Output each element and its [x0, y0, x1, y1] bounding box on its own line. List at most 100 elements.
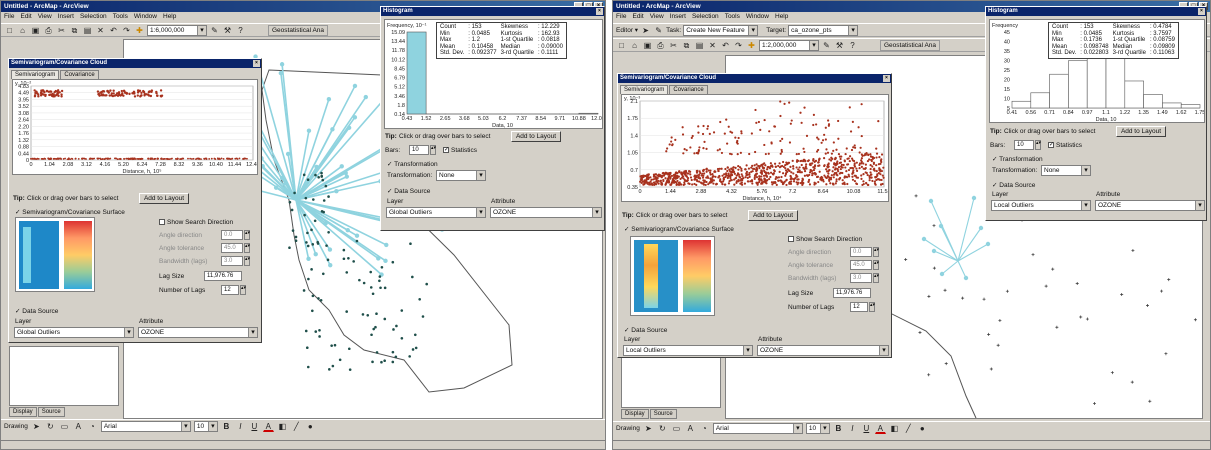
menu-selection[interactable]: Selection	[79, 13, 107, 20]
line-color-icon[interactable]: ╱	[293, 421, 299, 431]
fill-color-icon[interactable]: ◧	[278, 421, 287, 431]
editor-menu[interactable]: Editor ▾	[616, 27, 639, 34]
bandwidth-spinner[interactable]: ▴▾	[873, 273, 879, 283]
layer-combo[interactable]: Global Outliers	[14, 327, 134, 338]
bandwidth-field[interactable]: 3.0	[850, 273, 872, 283]
new-icon[interactable]: □	[619, 40, 624, 50]
tab-source[interactable]: Source	[649, 409, 677, 419]
redo-icon[interactable]: ↷	[735, 40, 742, 50]
tab-source[interactable]: Source	[37, 407, 65, 417]
menu-window[interactable]: Window	[133, 13, 157, 20]
menu-selection[interactable]: Selection	[691, 13, 719, 20]
surface-toggle[interactable]: ✓ Semivariogram/Covariance Surface	[15, 209, 125, 216]
italic-button[interactable]: I	[851, 423, 854, 433]
delete-icon[interactable]: ✕	[709, 40, 716, 50]
callout-icon[interactable]: ◔	[89, 421, 95, 431]
undo-icon[interactable]: ↶	[722, 40, 729, 50]
close-icon[interactable]: ×	[596, 8, 603, 15]
add-to-layout-button[interactable]: Add to Layout	[1116, 126, 1166, 137]
text-icon[interactable]: A	[75, 421, 82, 431]
angle-tolerance-field[interactable]: 45.0	[221, 243, 243, 253]
rectangle-icon[interactable]: ▭	[672, 423, 681, 433]
layer-combo[interactable]: Local Outliers	[991, 200, 1091, 211]
number-of-lags-field[interactable]: 12	[221, 285, 239, 295]
drawing-menu[interactable]: Drawing	[616, 424, 640, 432]
add-to-layout-button[interactable]: Add to Layout	[511, 131, 561, 142]
target-combo[interactable]: ca_ozone_pts	[788, 24, 859, 36]
layer-combo[interactable]: Global Outliers	[386, 207, 486, 218]
add-data-icon[interactable]: ✚	[136, 25, 143, 35]
marker-color-icon[interactable]: ●	[919, 423, 925, 433]
paste-icon[interactable]: ▤	[83, 25, 92, 35]
open-icon[interactable]: ⌂	[632, 40, 637, 50]
bars-field[interactable]: 10	[1014, 140, 1034, 150]
redo-icon[interactable]: ↷	[123, 25, 130, 35]
attribute-combo[interactable]: OZONE	[490, 207, 602, 218]
menu-insert[interactable]: Insert	[57, 13, 74, 20]
whats-this-icon[interactable]: ?	[850, 40, 855, 50]
angle-direction-spinner[interactable]: ▴▾	[873, 247, 879, 257]
text-icon[interactable]: A	[687, 423, 694, 433]
delete-icon[interactable]: ✕	[97, 25, 104, 35]
font-color-icon[interactable]: A	[874, 423, 886, 434]
angle-direction-field[interactable]: 0.0	[221, 230, 243, 240]
number-of-lags-spinner[interactable]: ▴▾	[240, 285, 246, 295]
number-of-lags-field[interactable]: 12	[850, 302, 868, 312]
bandwidth-spinner[interactable]: ▴▾	[244, 256, 250, 266]
underline-button[interactable]: U	[251, 421, 258, 431]
attribute-combo[interactable]: OZONE	[138, 327, 258, 338]
editor-toolbar-icon[interactable]: ✎	[823, 40, 830, 50]
line-color-icon[interactable]: ╱	[905, 423, 911, 433]
tab-covariance[interactable]: Covariance	[60, 70, 99, 79]
bars-spinner[interactable]: ▴▾	[1035, 140, 1041, 150]
bars-field[interactable]: 10	[409, 145, 429, 155]
transformation-combo[interactable]: None	[1041, 165, 1091, 176]
close-icon[interactable]: ×	[1198, 8, 1205, 15]
marker-color-icon[interactable]: ●	[307, 421, 313, 431]
menu-help[interactable]: Help	[163, 13, 177, 20]
menu-tools[interactable]: Tools	[112, 13, 128, 20]
histogram-plot[interactable]: Frequency 45 40 35 30 25 20 15 10 5 0.41 0.56 0.71 0.…	[989, 19, 1205, 123]
print-icon[interactable]: ⎙	[45, 25, 52, 35]
font-color-icon[interactable]: A	[262, 421, 274, 432]
menu-edit[interactable]: Edit	[632, 13, 644, 20]
lag-size-field[interactable]: 11,976.76	[833, 288, 871, 298]
cut-icon[interactable]: ✂	[670, 40, 677, 50]
close-icon[interactable]: ×	[883, 75, 890, 82]
arctoolbox-icon[interactable]: ⚒	[223, 25, 232, 35]
layer-combo[interactable]: Local Outliers	[623, 345, 753, 356]
bandwidth-field[interactable]: 3.0	[221, 256, 243, 266]
menu-edit[interactable]: Edit	[20, 13, 32, 20]
menu-file[interactable]: File	[4, 13, 15, 20]
fill-color-icon[interactable]: ◧	[890, 423, 899, 433]
open-icon[interactable]: ⌂	[20, 25, 25, 35]
cut-icon[interactable]: ✂	[58, 25, 65, 35]
bold-button[interactable]: B	[223, 421, 230, 431]
arctoolbox-icon[interactable]: ⚒	[835, 40, 844, 50]
callout-icon[interactable]: ◔	[701, 423, 707, 433]
sketch-tool-icon[interactable]: ✎	[655, 25, 662, 35]
select-elements-icon[interactable]: ➤	[644, 423, 652, 433]
scale-combo[interactable]: 1:6,000,000	[147, 24, 207, 36]
copy-icon[interactable]: ⧉	[683, 40, 690, 50]
surface-toggle[interactable]: ✓ Semivariogram/Covariance Surface	[624, 226, 734, 233]
font-size-combo[interactable]: 10	[805, 422, 830, 434]
undo-icon[interactable]: ↶	[110, 25, 117, 35]
paste-icon[interactable]: ▤	[695, 40, 704, 50]
rectangle-icon[interactable]: ▭	[60, 421, 69, 431]
rotate-icon[interactable]: ↻	[658, 423, 666, 433]
transformation-combo[interactable]: None	[436, 170, 486, 181]
rotate-icon[interactable]: ↻	[46, 421, 54, 431]
add-to-layout-button[interactable]: Add to Layout	[748, 210, 798, 221]
tab-semivariogram[interactable]: Semivariogram	[11, 70, 60, 79]
font-size-combo[interactable]: 10	[193, 420, 218, 432]
angle-direction-spinner[interactable]: ▴▾	[244, 230, 250, 240]
tab-semivariogram[interactable]: Semivariogram	[620, 85, 669, 94]
font-combo[interactable]: Arial	[712, 422, 803, 434]
search-direction-checkbox[interactable]: Show Search Direction	[788, 236, 862, 243]
bold-button[interactable]: B	[835, 423, 842, 433]
menu-file[interactable]: File	[616, 13, 627, 20]
italic-button[interactable]: I	[239, 421, 242, 431]
number-of-lags-spinner[interactable]: ▴▾	[869, 302, 875, 312]
select-elements-icon[interactable]: ➤	[32, 421, 40, 431]
